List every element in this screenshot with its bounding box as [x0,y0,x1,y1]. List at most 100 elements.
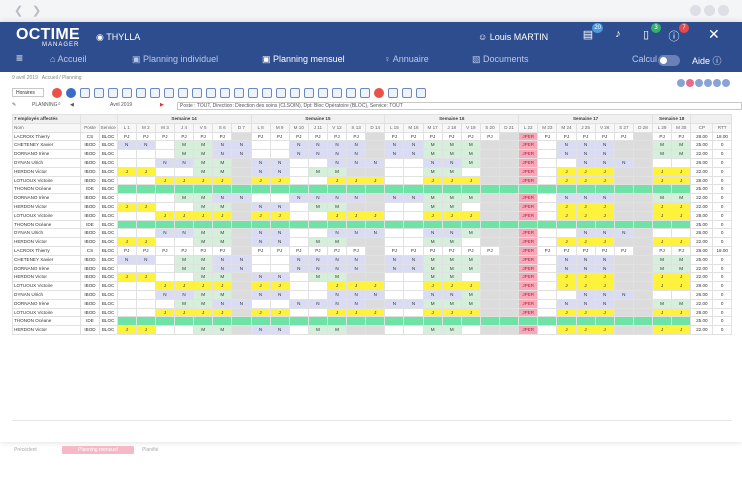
shift-cell[interactable] [632,193,654,203]
day-header[interactable]: L 22 [518,122,539,133]
shift-cell[interactable]: J [671,201,692,212]
shift-cell[interactable] [652,219,673,230]
shift-cell[interactable]: N [326,193,348,203]
shift-cell[interactable] [173,201,195,212]
day-header[interactable]: J 25 [575,122,596,133]
shift-cell[interactable]: N [326,149,348,159]
shift-cell[interactable]: M [326,325,348,335]
shift-cell[interactable] [460,272,481,283]
shift-cell[interactable]: N [594,149,615,159]
table-row[interactable]: DORNANO Irène IBOD BLOC M M N N N N N N N N M M M JPER N N… [12,298,732,309]
shift-cell[interactable] [632,289,654,300]
shift-cell[interactable]: M [460,289,481,300]
shift-cell[interactable]: J [556,281,577,291]
employee-name[interactable]: DYNAN Ulrich [12,289,82,300]
shift-cell[interactable]: J [154,210,175,221]
shift-cell[interactable]: N [441,157,462,168]
shift-cell[interactable]: N [250,289,271,300]
shift-cell[interactable] [594,316,615,327]
shift-cell[interactable]: PJ [326,131,348,142]
shift-cell[interactable]: N [212,263,233,274]
tab-planning-mensuel[interactable]: ▣ Planning mensuel [262,54,345,65]
shift-cell[interactable] [116,289,137,300]
shift-cell[interactable]: N [403,193,424,203]
shift-cell[interactable] [193,316,214,327]
shift-cell[interactable]: M [441,149,462,159]
shift-cell[interactable] [135,316,156,327]
employee-name[interactable]: THONON Océane [12,316,82,327]
shift-cell[interactable]: PJ [288,131,309,142]
shift-cell[interactable] [537,219,558,230]
shift-cell[interactable]: PJ [594,131,615,142]
shift-cell[interactable] [116,219,137,230]
search-icon[interactable]: ⌕ [58,101,61,107]
shift-cell[interactable] [537,184,558,195]
shift-cell[interactable]: N [575,228,596,239]
shift-cell[interactable]: M [193,149,214,159]
shift-cell[interactable] [307,228,328,239]
shift-cell[interactable]: M [441,166,462,177]
shift-cell[interactable]: N [346,298,367,309]
shift-cell[interactable] [346,219,367,230]
shift-cell[interactable]: N [556,149,577,159]
table-row[interactable]: THONON Océane IDE BLOC 25.00 0 [12,219,732,230]
shift-cell[interactable]: J [441,175,462,186]
shift-cell[interactable] [231,201,252,212]
shift-cell[interactable]: N [154,228,175,239]
shift-cell[interactable] [365,184,386,195]
shift-cell[interactable] [250,298,271,309]
shift-cell[interactable]: J [652,210,673,221]
shift-cell[interactable]: N [613,157,634,168]
shift-cell[interactable] [518,184,539,195]
shift-cell[interactable] [537,201,558,212]
shift-cell[interactable] [441,219,462,230]
shift-cell[interactable]: N [231,193,252,203]
shift-cell[interactable] [537,281,558,291]
shift-cell[interactable]: PJ [250,131,271,142]
print-icon[interactable] [402,88,412,98]
shift-cell[interactable]: J [346,210,367,221]
shift-cell[interactable]: JPER [518,254,539,265]
shift-cell[interactable] [460,201,481,212]
shift-cell[interactable] [556,289,577,300]
day-header[interactable]: J 18 [441,122,462,133]
shift-cell[interactable] [326,219,348,230]
shift-cell[interactable] [250,149,271,159]
employee-name[interactable]: HERDON Victor [12,166,82,177]
shift-cell[interactable]: M [441,254,462,265]
shift-cell[interactable]: M [441,201,462,212]
shift-cell[interactable]: PJ [173,131,195,142]
table-row[interactable]: CHETENEY Xavier IBOD BLOC N N M M N N N N N N N N M M M JP… [12,254,732,265]
shift-cell[interactable]: J [575,272,596,283]
col-header-service[interactable]: Service [98,122,118,133]
shift-cell[interactable]: PJ [671,131,692,142]
stop-icon[interactable] [374,88,384,98]
shift-cell[interactable] [173,184,195,195]
shift-cell[interactable]: N [212,298,233,309]
shift-cell[interactable]: N [212,254,233,265]
shift-cell[interactable] [498,166,520,177]
shift-cell[interactable]: N [613,228,634,239]
shift-cell[interactable]: PJ [671,245,692,256]
day-header[interactable]: D 7 [231,122,252,133]
shift-cell[interactable] [384,307,405,318]
shift-cell[interactable]: N [556,193,577,203]
tool-icon[interactable] [80,88,90,98]
employee-name[interactable]: DORNANO Irène [12,263,82,274]
shift-cell[interactable]: M [460,193,481,203]
shift-cell[interactable] [537,157,558,168]
shift-cell[interactable]: M [441,237,462,247]
shift-cell[interactable]: N [346,193,367,203]
shift-cell[interactable] [154,193,175,203]
shift-cell[interactable]: M [652,254,673,265]
shift-cell[interactable] [632,149,654,159]
shift-cell[interactable]: J [671,175,692,186]
shift-cell[interactable]: N [269,228,290,239]
view-button[interactable] [722,79,730,87]
shift-cell[interactable] [632,316,654,327]
shift-cell[interactable]: JPER [518,157,539,168]
alerts-button[interactable]: ⓘ 7 [664,23,689,46]
shift-cell[interactable]: N [384,149,405,159]
shift-cell[interactable] [403,166,424,177]
shift-cell[interactable] [652,157,673,168]
